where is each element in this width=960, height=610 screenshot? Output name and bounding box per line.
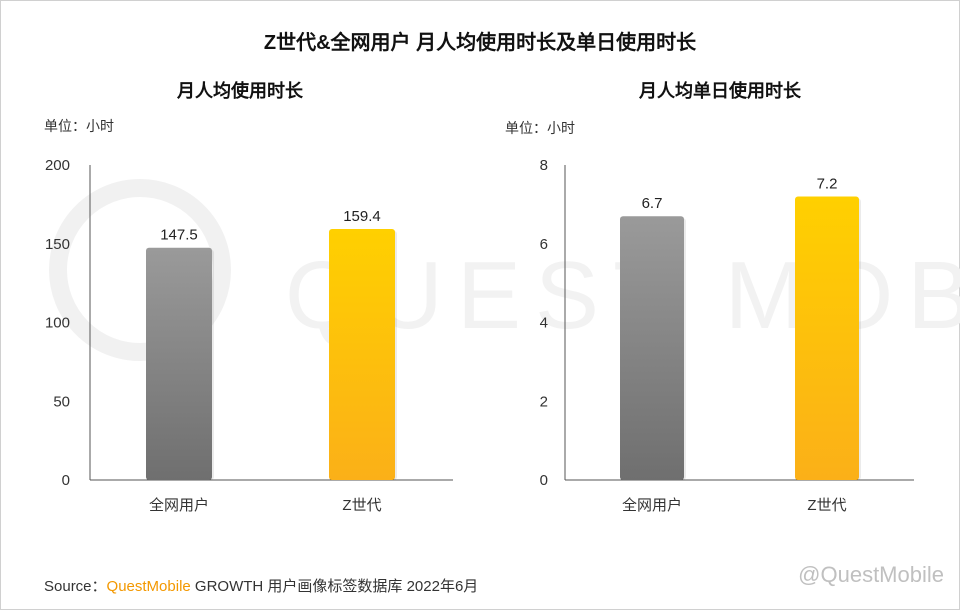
- x-category-label: Z世代: [807, 497, 846, 514]
- y-tick-label: 0: [62, 472, 70, 489]
- subchart-title-daily: 月人均单日使用时长: [639, 81, 801, 101]
- bar-value-label: 7.2: [817, 176, 838, 193]
- source-prefix: Source：: [44, 578, 107, 595]
- y-tick-label: 8: [540, 157, 548, 174]
- y-tick-label: 0: [540, 472, 548, 489]
- x-category-label: Z世代: [342, 497, 381, 514]
- y-tick-label: 4: [540, 315, 548, 332]
- unit-label-monthly: 单位：小时: [44, 118, 114, 134]
- y-tick-label: 50: [53, 393, 70, 410]
- bar-all-users: [146, 247, 212, 480]
- corner-watermark: @QuestMobile: [798, 562, 944, 587]
- y-tick-label: 200: [45, 157, 70, 174]
- bar-all-users: [620, 216, 684, 480]
- bar-gen-z: [329, 228, 395, 480]
- watermark-logo-icon: [49, 179, 231, 361]
- x-category-label: 全网用户: [149, 496, 209, 514]
- y-tick-label: 150: [45, 236, 70, 253]
- source-brand: QuestMobile: [106, 578, 191, 595]
- source-text: GROWTH 用户画像标签数据库 2022年6月: [190, 578, 479, 595]
- y-tick-label: 100: [45, 315, 70, 332]
- source-note: Source：QuestMobile GROWTH 用户画像标签数据库 2022…: [44, 575, 478, 596]
- y-tick-label: 6: [540, 236, 548, 253]
- unit-label-daily: 单位：小时: [505, 120, 575, 136]
- bar-gen-z: [795, 196, 859, 480]
- x-category-label: 全网用户: [622, 496, 682, 514]
- chart-title: Z世代&全网用户 月人均使用时长及单日使用时长: [263, 32, 697, 54]
- bar-value-label: 147.5: [160, 227, 198, 244]
- y-tick-label: 2: [540, 393, 548, 410]
- bar-value-label: 159.4: [343, 208, 381, 225]
- subchart-title-monthly: 月人均使用时长: [177, 81, 303, 101]
- bar-value-label: 6.7: [642, 195, 663, 212]
